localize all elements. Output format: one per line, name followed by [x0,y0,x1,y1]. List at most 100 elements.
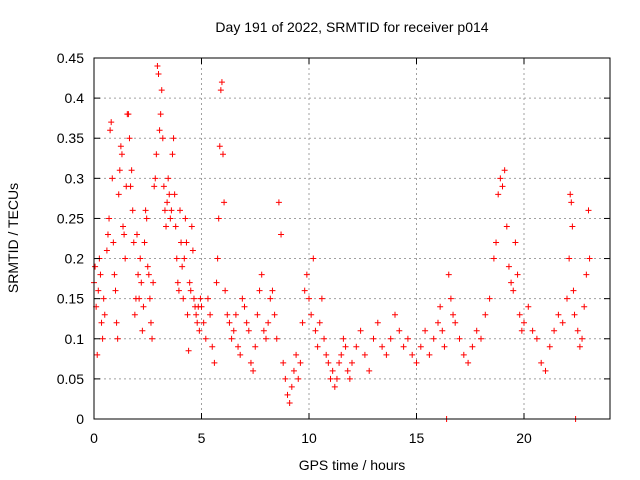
data-point [308,311,315,318]
x-tick-label: 15 [409,430,425,446]
data-point [185,347,192,354]
data-point [533,335,540,342]
data-point [174,279,181,286]
y-tick-label: 0.05 [57,371,84,387]
data-point [495,191,502,198]
data-point [106,215,113,222]
data-point [340,335,347,342]
data-point [456,335,463,342]
data-point [172,223,179,230]
data-point [546,343,553,350]
data-point [290,367,297,374]
data-point [538,359,545,366]
data-point [452,319,459,326]
data-point [209,343,216,350]
data-point [441,343,448,350]
data-point [374,319,381,326]
data-point [581,303,588,310]
data-point [273,335,280,342]
data-point [100,295,107,302]
data-point [568,199,575,206]
data-point [267,295,274,302]
data-point [134,231,140,238]
y-tick-label: 0.25 [57,210,84,226]
data-point [325,359,332,366]
data-point [514,271,521,278]
data-point [570,287,577,294]
data-point [508,279,515,286]
data-point [569,223,576,230]
data-point [152,175,159,182]
data-point [353,343,360,350]
data-point [122,255,129,262]
data-point [383,351,390,358]
data-point [559,319,566,326]
x-tick-label: 5 [198,430,206,446]
data-point [516,311,523,318]
data-point [165,175,172,182]
data-point [155,71,162,78]
data-point [115,191,122,198]
y-axis-label: SRMTID / TECUs [5,183,21,293]
data-point [220,151,226,158]
data-point [275,199,282,206]
data-point [142,207,149,214]
data-point [137,255,144,262]
data-point [344,367,351,374]
data-point [146,295,153,302]
data-point [400,343,407,350]
data-point [331,383,338,390]
y-tick-label: 0.15 [57,291,84,307]
data-point [505,263,512,270]
data-point [107,127,114,134]
data-point [370,335,377,342]
data-point [258,271,265,278]
data-point [189,247,196,254]
data-points [91,63,593,422]
data-point [136,295,143,302]
data-point [282,375,289,382]
data-point [566,255,573,262]
data-point [141,239,148,246]
data-point [221,199,228,206]
data-point [113,319,120,326]
data-point [510,287,517,294]
data-point [318,295,325,302]
data-point [473,327,480,334]
data-point [252,343,259,350]
data-point [357,327,364,334]
data-point [166,191,173,198]
data-point [525,303,532,310]
data-point [222,287,229,294]
data-point [260,327,267,334]
data-point [151,183,158,190]
data-point [214,255,221,262]
data-point [301,287,308,294]
data-point [490,255,497,262]
plot-frame [93,57,611,420]
data-point [265,319,272,326]
data-point [170,135,177,142]
data-point [503,223,510,230]
data-point [196,327,203,334]
data-point [190,295,197,302]
data-point [521,319,527,326]
data-point [586,255,593,262]
data-point [95,287,102,294]
data-point [445,271,452,278]
data-point [450,311,457,318]
grid-lines [94,58,610,419]
data-point [235,343,242,350]
data-point [103,247,110,254]
data-point [94,351,101,358]
data-point [173,255,180,262]
data-point [143,215,150,222]
data-point [422,327,429,334]
data-point [338,351,345,358]
data-point [518,327,525,334]
data-point [555,311,562,318]
data-point [585,207,592,214]
data-point [465,359,472,366]
data-point [149,335,156,342]
data-point [228,335,235,342]
